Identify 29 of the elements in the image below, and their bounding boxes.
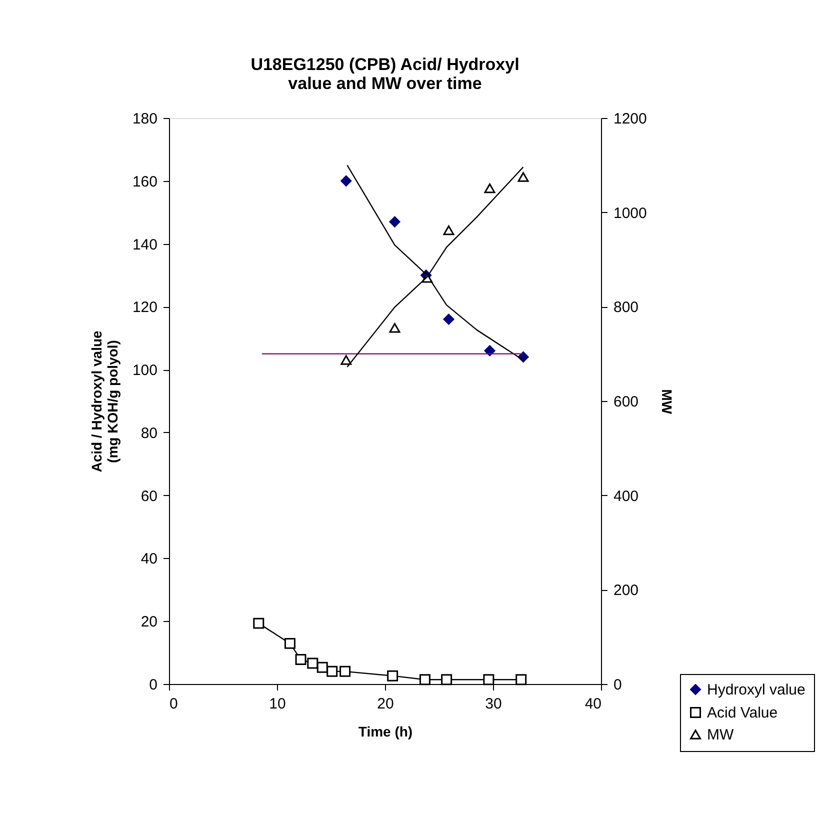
y-tick-label: 120	[132, 299, 158, 316]
y2-tick-label: 800	[614, 299, 639, 316]
y-tick-label: 40	[140, 550, 158, 568]
y2-tick-label: 1000	[614, 204, 647, 222]
y2-tick-label: 600	[614, 394, 639, 410]
y-tick-label: 100	[132, 362, 158, 380]
y-tick-label: 140	[132, 236, 158, 254]
legend-label: Hydroxyl value	[707, 682, 806, 698]
y2-axis-title: MW	[658, 389, 675, 415]
x-tick-label: 10	[269, 696, 286, 712]
y2-tick-label: 0	[614, 676, 622, 694]
x-tick-label: 30	[485, 696, 502, 712]
y2-tick-label: 400	[614, 488, 639, 505]
legend-label: Acid Value	[707, 704, 778, 722]
y-tick-label: 80	[140, 424, 158, 442]
x-tick-label: 20	[377, 696, 394, 712]
y2-tick-label: 1200	[614, 110, 647, 128]
legend-label: MW	[707, 726, 734, 744]
x-axis-title: Time (h)	[358, 724, 413, 740]
y-tick-label: 0	[149, 676, 158, 694]
x-tick-label: 0	[170, 696, 178, 712]
chart-title: U18EG1250 (CPB) Acid/ Hydroxyl value and MW over time	[250, 55, 520, 93]
y-axis-title: Acid / Hydroxyl value (mg KOH/g polyol)	[88, 330, 120, 472]
y-tick-label: 20	[140, 614, 158, 631]
y-tick-label: 180	[132, 110, 158, 128]
y-tick-label: 160	[132, 173, 158, 190]
y2-tick-label: 200	[614, 582, 639, 600]
y-tick-label: 60	[140, 488, 158, 505]
x-tick-label: 40	[584, 696, 602, 712]
